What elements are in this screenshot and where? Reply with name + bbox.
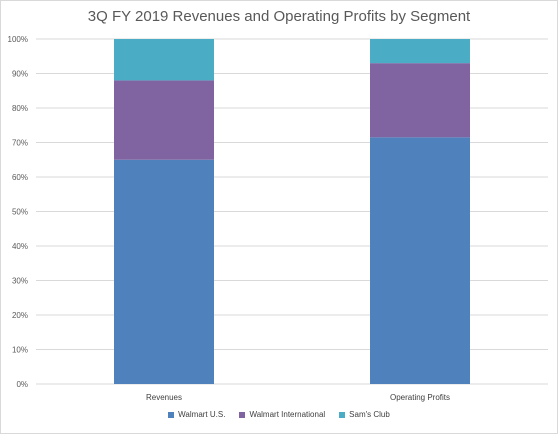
legend-item: Walmart International [239, 410, 325, 419]
y-tick-label: 30% [12, 277, 28, 286]
legend-item: Walmart U.S. [168, 410, 225, 419]
y-tick-label: 10% [12, 346, 28, 355]
y-tick-label: 80% [12, 104, 28, 113]
gridlines [36, 38, 548, 385]
legend-label: Walmart International [249, 410, 326, 419]
bar-segment-walmart-u-s-1 [370, 137, 470, 384]
bar-segment-walmart-international-1 [370, 63, 470, 138]
legend-swatch [339, 411, 346, 418]
legend-item: Sam's Club [339, 410, 390, 419]
y-tick-label: 0% [16, 380, 28, 389]
y-tick-label: 60% [12, 173, 28, 182]
legend-label: Sam's Club [349, 410, 390, 419]
y-tick-label: 70% [12, 139, 28, 148]
bar-segment-sam-s-club-1 [370, 39, 470, 64]
bar-segment-walmart-international-0 [114, 80, 214, 160]
x-axis-tick-labels: Revenues Operating Profits [146, 393, 450, 402]
y-tick-label: 50% [12, 208, 28, 217]
legend-label: Walmart U.S. [178, 410, 226, 419]
y-axis-tick-labels: 0% 10% 20% 30% 40% 50% 60% 70% 80% 90% 100% [8, 35, 28, 389]
bars [114, 39, 470, 384]
bar-segment-walmart-u-s-0 [114, 159, 214, 384]
bar-segment-sam-s-club-0 [114, 39, 214, 81]
legend-swatch [168, 411, 175, 418]
legend: Walmart U.S. Walmart International Sam's C… [0, 410, 558, 419]
y-tick-label: 90% [12, 70, 28, 79]
legend-swatch [239, 411, 246, 418]
y-tick-label: 100% [8, 35, 28, 44]
x-tick-label: Operating Profits [390, 393, 450, 402]
y-tick-label: 20% [12, 311, 28, 320]
chart-title: 3Q FY 2019 Revenues and Operating Profit… [87, 8, 471, 25]
x-tick-label: Revenues [146, 393, 182, 402]
y-tick-label: 40% [12, 242, 28, 251]
